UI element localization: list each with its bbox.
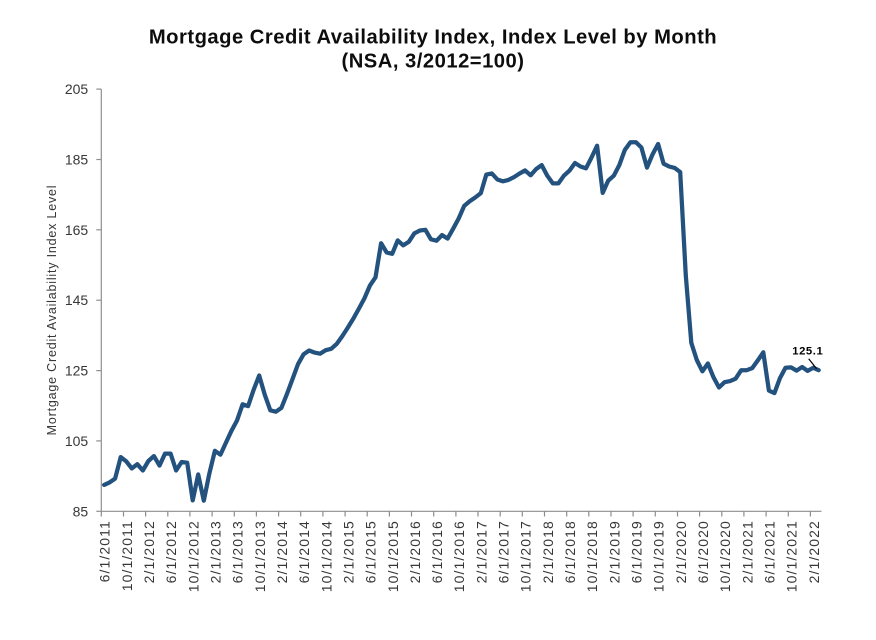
svg-text:6/1/2015: 6/1/2015 [363, 520, 379, 583]
svg-text:2/1/2022: 2/1/2022 [806, 520, 822, 583]
svg-text:2/1/2015: 2/1/2015 [340, 520, 356, 583]
svg-text:85: 85 [73, 503, 89, 519]
svg-text:6/1/2013: 6/1/2013 [230, 520, 246, 583]
svg-text:10/1/2011: 10/1/2011 [119, 520, 135, 591]
svg-text:Mortgage Credit Availability I: Mortgage Credit Availability Index Level [45, 185, 59, 436]
svg-text:6/1/2019: 6/1/2019 [629, 520, 645, 583]
svg-text:(NSA, 3/2012=100): (NSA, 3/2012=100) [341, 50, 524, 72]
svg-text:10/1/2014: 10/1/2014 [318, 520, 334, 592]
svg-text:6/1/2012: 6/1/2012 [163, 520, 179, 583]
svg-text:2/1/2020: 2/1/2020 [673, 520, 689, 583]
svg-text:10/1/2021: 10/1/2021 [784, 520, 800, 592]
svg-text:185: 185 [65, 152, 89, 168]
svg-text:145: 145 [65, 292, 89, 308]
svg-text:2/1/2019: 2/1/2019 [606, 520, 622, 583]
svg-text:6/1/2021: 6/1/2021 [762, 520, 778, 583]
svg-text:10/1/2020: 10/1/2020 [717, 520, 733, 592]
svg-text:2/1/2017: 2/1/2017 [473, 520, 489, 583]
svg-text:6/1/2020: 6/1/2020 [695, 520, 711, 583]
svg-text:10/1/2013: 10/1/2013 [252, 520, 268, 592]
svg-text:10/1/2016: 10/1/2016 [451, 520, 467, 592]
svg-text:2/1/2012: 2/1/2012 [141, 520, 157, 583]
svg-text:2/1/2013: 2/1/2013 [208, 520, 224, 583]
svg-text:10/1/2012: 10/1/2012 [185, 520, 201, 592]
svg-text:6/1/2016: 6/1/2016 [429, 520, 445, 583]
svg-text:125.1: 125.1 [792, 345, 823, 357]
svg-text:6/1/2014: 6/1/2014 [296, 520, 312, 583]
svg-text:105: 105 [65, 433, 89, 449]
svg-text:6/1/2018: 6/1/2018 [562, 520, 578, 583]
svg-text:10/1/2018: 10/1/2018 [584, 520, 600, 592]
svg-text:10/1/2015: 10/1/2015 [385, 520, 401, 592]
svg-text:2/1/2014: 2/1/2014 [274, 520, 290, 583]
svg-text:Mortgage Credit Availability I: Mortgage Credit Availability Index, Inde… [149, 26, 717, 48]
svg-text:6/1/2011: 6/1/2011 [97, 520, 113, 582]
svg-text:205: 205 [65, 81, 89, 97]
svg-text:125: 125 [65, 363, 89, 379]
svg-text:165: 165 [65, 222, 89, 238]
svg-text:6/1/2017: 6/1/2017 [496, 520, 512, 583]
svg-text:2/1/2021: 2/1/2021 [739, 520, 755, 583]
svg-text:2/1/2016: 2/1/2016 [407, 520, 423, 583]
svg-text:10/1/2019: 10/1/2019 [651, 520, 667, 592]
svg-text:2/1/2018: 2/1/2018 [540, 520, 556, 583]
svg-text:10/1/2017: 10/1/2017 [518, 520, 534, 592]
